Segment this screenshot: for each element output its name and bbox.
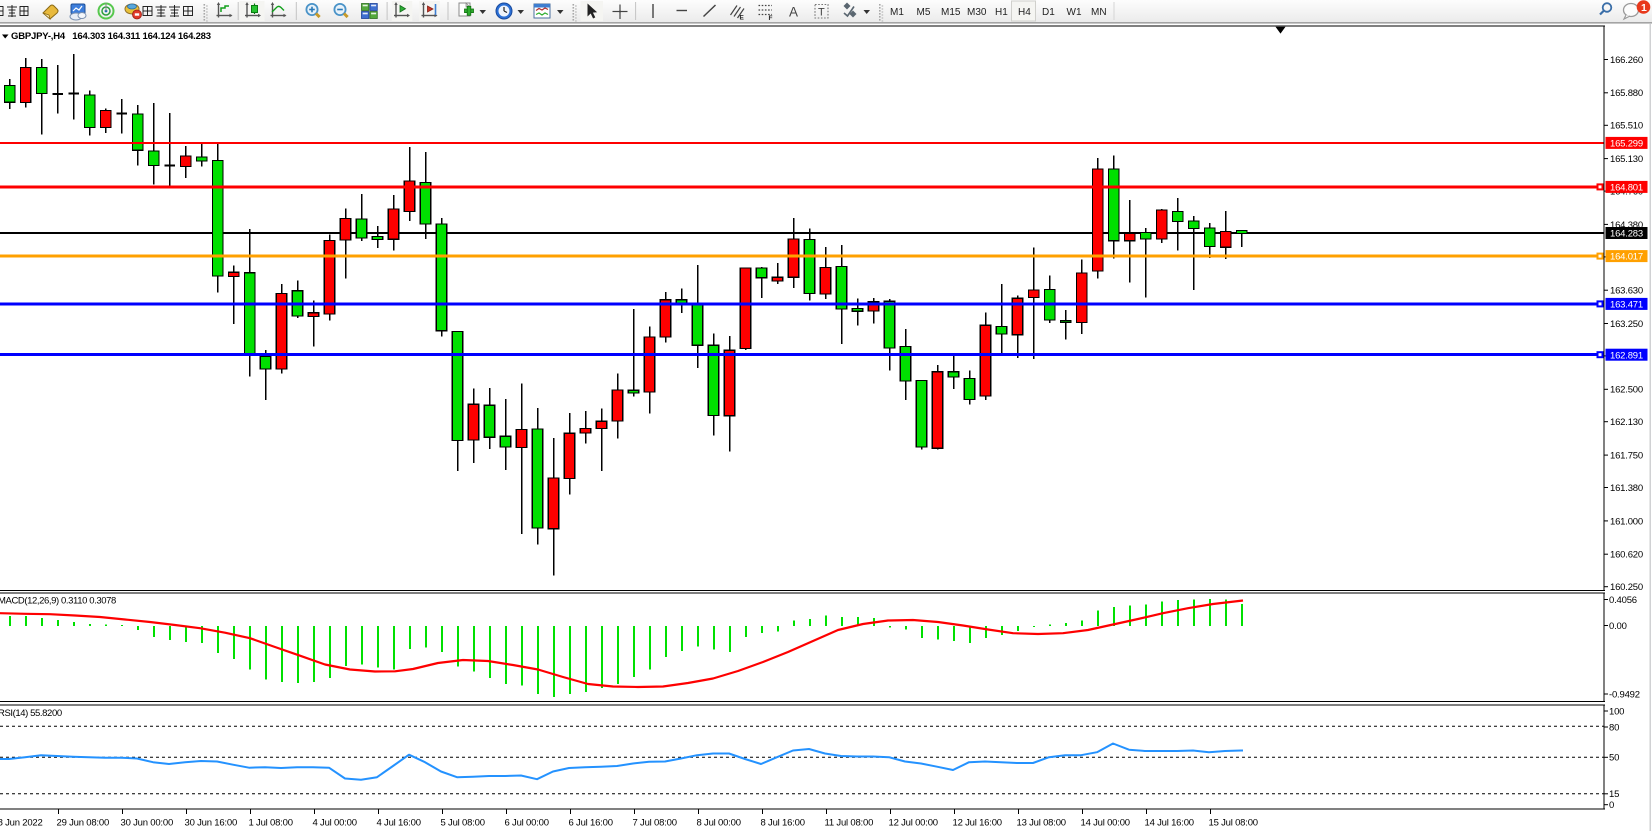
svg-text:100: 100 (1609, 706, 1624, 717)
svg-text:8 Jul 16:00: 8 Jul 16:00 (761, 817, 805, 828)
svg-text:MACD(12,26,9) 0.3110 0.3078: MACD(12,26,9) 0.3110 0.3078 (0, 596, 116, 607)
svg-text:162.500: 162.500 (1610, 385, 1643, 396)
svg-text:5 Jul 08:00: 5 Jul 08:00 (441, 817, 485, 828)
svg-text:M30: M30 (967, 7, 987, 18)
svg-text:0.4056: 0.4056 (1609, 595, 1637, 606)
svg-text:164.283: 164.283 (1610, 229, 1643, 240)
svg-text:14 Jul 00:00: 14 Jul 00:00 (1081, 817, 1130, 828)
svg-text:15 Jul 08:00: 15 Jul 08:00 (1209, 817, 1258, 828)
svg-text:50: 50 (1609, 753, 1619, 764)
svg-text:12 Jul 16:00: 12 Jul 16:00 (953, 817, 1002, 828)
svg-text:A: A (789, 5, 798, 20)
svg-text:162.130: 162.130 (1610, 417, 1643, 428)
svg-text:1: 1 (1641, 2, 1647, 14)
svg-text:4 Jul 16:00: 4 Jul 16:00 (377, 817, 421, 828)
svg-text:30 Jun 16:00: 30 Jun 16:00 (185, 817, 238, 828)
svg-text:80: 80 (1609, 722, 1619, 733)
svg-text:161.750: 161.750 (1610, 451, 1643, 462)
svg-text:E: E (740, 15, 745, 22)
svg-text:8 Jul 00:00: 8 Jul 00:00 (697, 817, 741, 828)
svg-text:-0.9492: -0.9492 (1609, 689, 1640, 700)
svg-text:4 Jul 00:00: 4 Jul 00:00 (313, 817, 357, 828)
svg-text:7 Jul 08:00: 7 Jul 08:00 (633, 817, 677, 828)
svg-text:6 Jul 16:00: 6 Jul 16:00 (569, 817, 613, 828)
svg-text:163.250: 163.250 (1610, 319, 1643, 330)
svg-text:1 Jul 08:00: 1 Jul 08:00 (249, 817, 293, 828)
svg-text:RSI(14) 55.8200: RSI(14) 55.8200 (0, 708, 62, 719)
svg-text:F: F (769, 15, 773, 22)
svg-text:12 Jul 00:00: 12 Jul 00:00 (889, 817, 938, 828)
svg-text:T: T (818, 7, 825, 19)
svg-text:GBPJPY-,H4 164.303 164.311 1: GBPJPY-,H4 164.303 164.311 164.124 164.2… (11, 31, 211, 42)
svg-text:163.471: 163.471 (1610, 300, 1643, 311)
svg-text:164.801: 164.801 (1610, 183, 1643, 194)
svg-text:13 Jul 08:00: 13 Jul 08:00 (1017, 817, 1066, 828)
svg-text:161.000: 161.000 (1610, 516, 1643, 527)
svg-text:165.299: 165.299 (1610, 139, 1643, 150)
svg-text:D1: D1 (1042, 7, 1055, 18)
svg-text:163.630: 163.630 (1610, 286, 1643, 297)
svg-text:165.510: 165.510 (1610, 121, 1643, 132)
svg-text:165.880: 165.880 (1610, 88, 1643, 99)
svg-text:162.891: 162.891 (1610, 350, 1643, 361)
svg-text:11 Jul 08:00: 11 Jul 08:00 (825, 817, 874, 828)
svg-text:14 Jul 16:00: 14 Jul 16:00 (1145, 817, 1194, 828)
svg-text:160.250: 160.250 (1610, 582, 1643, 593)
svg-text:28 Jun 2022: 28 Jun 2022 (0, 817, 43, 828)
svg-text:H4: H4 (1018, 7, 1031, 18)
svg-text:MN: MN (1091, 7, 1107, 18)
svg-text:29 Jun 08:00: 29 Jun 08:00 (57, 817, 110, 828)
svg-text:M5: M5 (917, 7, 931, 18)
svg-text:160.620: 160.620 (1610, 550, 1643, 561)
svg-text:W1: W1 (1067, 7, 1082, 18)
svg-text:164.380: 164.380 (1610, 220, 1643, 231)
svg-text:6 Jul 00:00: 6 Jul 00:00 (505, 817, 549, 828)
svg-text:164.017: 164.017 (1610, 252, 1643, 263)
svg-text:161.380: 161.380 (1610, 483, 1643, 494)
svg-text:M1: M1 (890, 7, 904, 18)
svg-text:M15: M15 (941, 7, 961, 18)
svg-text:166.260: 166.260 (1610, 55, 1643, 66)
svg-text:0.00: 0.00 (1609, 621, 1627, 632)
svg-text:30 Jun 00:00: 30 Jun 00:00 (121, 817, 174, 828)
svg-text:H1: H1 (995, 7, 1008, 18)
svg-text:165.130: 165.130 (1610, 154, 1643, 165)
svg-text:0: 0 (1609, 800, 1614, 811)
svg-text:15: 15 (1609, 789, 1619, 800)
